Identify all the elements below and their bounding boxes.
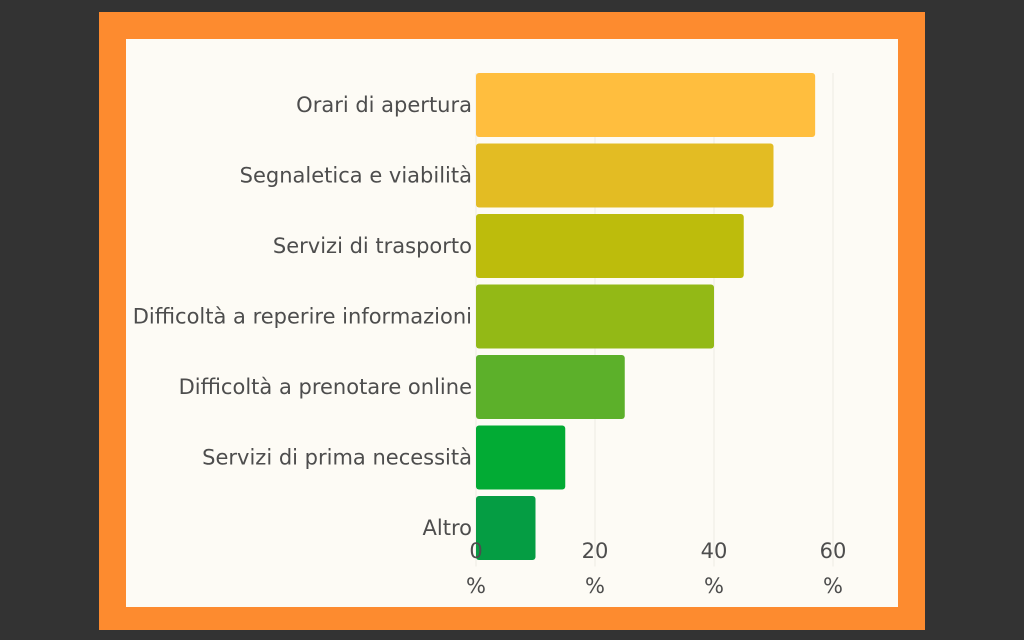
x-tick-value-20: 20 bbox=[582, 539, 609, 563]
x-axis-ticks: 0% 20% 40% 60% bbox=[466, 539, 846, 598]
category-labels: Orari di apertura Segnaletica e viabilità… bbox=[133, 93, 472, 540]
category-label-2: Servizi di trasporto bbox=[273, 234, 472, 258]
chart-frame: Orari di apertura Segnaletica e viabilità… bbox=[99, 12, 925, 630]
bar-3 bbox=[476, 284, 714, 349]
x-tick-value-40: 40 bbox=[701, 539, 728, 563]
bar-1 bbox=[476, 143, 774, 208]
category-label-4: Difficoltà a prenotare online bbox=[179, 375, 472, 399]
category-label-0: Orari di apertura bbox=[296, 93, 472, 117]
category-label-5: Servizi di prima necessità bbox=[202, 446, 472, 470]
x-tick-unit-20: % bbox=[585, 574, 605, 598]
x-tick-unit-0: % bbox=[466, 574, 486, 598]
x-tick-value-0: 0 bbox=[469, 539, 482, 563]
category-label-3: Difficoltà a reperire informazioni bbox=[133, 305, 472, 329]
x-tick-value-60: 60 bbox=[820, 539, 847, 563]
bar-0 bbox=[476, 73, 816, 137]
bar-4 bbox=[476, 355, 625, 419]
chart-panel: Orari di apertura Segnaletica e viabilità… bbox=[126, 39, 898, 607]
category-label-1: Segnaletica e viabilità bbox=[240, 164, 472, 188]
bars bbox=[476, 73, 816, 560]
bar-6 bbox=[476, 496, 536, 560]
bar-2 bbox=[476, 214, 744, 278]
category-label-6: Altro bbox=[423, 516, 472, 540]
x-tick-unit-40: % bbox=[704, 574, 724, 598]
bar-chart: Orari di apertura Segnaletica e viabilità… bbox=[133, 73, 846, 598]
x-tick-unit-60: % bbox=[823, 574, 843, 598]
bar-5 bbox=[476, 425, 566, 490]
